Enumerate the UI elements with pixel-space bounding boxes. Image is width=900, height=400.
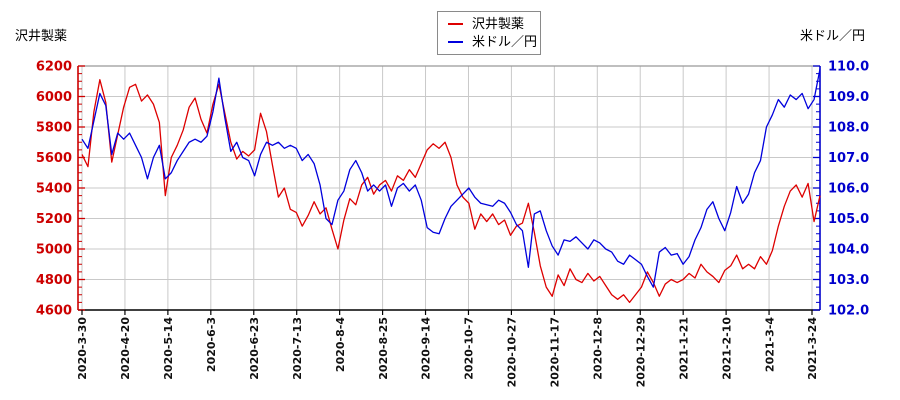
left-tick-label: 5600	[36, 151, 72, 166]
right-tick-label: 104.0	[828, 243, 869, 258]
legend-label-usdjpy: 米ドル／円	[472, 34, 538, 50]
legend-label-sawai: 沢井製薬	[472, 16, 525, 32]
x-tick-label: 2020-3-30	[76, 317, 89, 380]
x-tick-labels: 2020-3-30 2020-4-20 2020-5-14 2020-6-3 2020-…	[76, 317, 819, 388]
left-tick-label: 6200	[36, 60, 72, 75]
right-tick-label: 109.0	[828, 90, 869, 105]
left-axis-ticks	[78, 65, 85, 311]
left-tick-label: 6000	[36, 90, 72, 105]
right-tick-label: 105.0	[828, 212, 869, 227]
left-axis-title: 沢井製薬	[15, 29, 68, 44]
x-tick-label: 2021-1-21	[677, 317, 690, 380]
right-axis-title: 米ドル／円	[799, 29, 865, 44]
x-tick-label: 2021-3-4	[763, 317, 776, 372]
series-line-usdjpy	[81, 68, 821, 288]
series-line-sawai	[81, 79, 821, 304]
right-tick-label: 108.0	[828, 121, 869, 136]
right-tick-label: 106.0	[828, 182, 869, 197]
x-tick-label: 2020-5-14	[162, 317, 175, 380]
x-tick-label: 2020-9-14	[420, 317, 433, 380]
left-tick-label: 4600	[36, 304, 72, 319]
legend-swatch-blue-line	[448, 41, 463, 43]
right-axis-ticks	[813, 65, 820, 311]
x-tick-label: 2020-12-29	[634, 317, 647, 387]
x-tick-label: 2021-3-24	[806, 317, 819, 380]
right-tick-labels: 110.0 109.0 108.0 107.0 106.0 105.0 104.0 103.0…	[828, 60, 869, 319]
right-tick-label: 102.0	[828, 304, 869, 319]
x-tick-label: 2020-4-20	[119, 317, 132, 380]
right-tick-label: 107.0	[828, 151, 869, 166]
left-tick-label: 5000	[36, 243, 72, 258]
x-axis-ticks	[81, 310, 813, 315]
x-tick-label: 2020-10-27	[506, 317, 519, 387]
gridlines	[78, 66, 820, 310]
legend-item-usdjpy: 米ドル／円	[448, 36, 540, 49]
x-tick-label: 2020-8-4	[334, 317, 347, 372]
x-tick-label: 2020-6-23	[248, 317, 261, 380]
left-tick-label: 4800	[36, 273, 72, 288]
left-tick-label: 5400	[36, 182, 72, 197]
x-tick-label: 2020-6-3	[205, 317, 218, 372]
x-tick-label: 2020-8-25	[377, 317, 390, 380]
x-tick-label: 2020-10-7	[463, 317, 476, 380]
x-tick-label: 2020-7-13	[291, 317, 304, 380]
right-tick-label: 110.0	[828, 60, 869, 75]
x-tick-label: 2020-11-17	[549, 317, 562, 387]
left-tick-labels: 6200 6000 5800 5600 5400 5200 5000 4800 4600	[36, 60, 72, 319]
x-tick-label: 2020-12-8	[591, 317, 604, 380]
legend-swatch-red-line	[448, 23, 463, 25]
legend-item-sawai: 沢井製薬	[448, 18, 540, 31]
legend: 沢井製薬 米ドル／円	[437, 11, 541, 55]
left-tick-label: 5200	[36, 212, 72, 227]
right-tick-label: 103.0	[828, 273, 869, 288]
left-tick-label: 5800	[36, 121, 72, 136]
x-tick-label: 2021-2-10	[720, 317, 733, 380]
